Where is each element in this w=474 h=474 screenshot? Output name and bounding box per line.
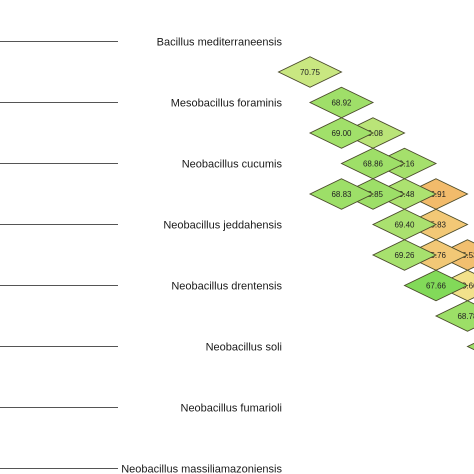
cell-value-label: 68.78 xyxy=(457,312,474,321)
species-label: Neobacillus fumarioli xyxy=(181,403,283,415)
cell-value-label: 68.83 xyxy=(331,190,352,199)
cell-value-label: 68.92 xyxy=(331,99,352,108)
matrix-cell: 68.92 xyxy=(308,86,375,119)
species-label: Neobacillus cucumis xyxy=(182,159,283,171)
matrix-cell-fill xyxy=(466,342,474,351)
matrix-cell: 69.00 xyxy=(308,117,375,149)
cell-value-label: 69.40 xyxy=(394,221,415,230)
species-label: Neobacillus massiliamazoniensis xyxy=(121,464,282,474)
species-label: Neobacillus jeddahensis xyxy=(163,220,282,232)
cell-value-label: 76.91 xyxy=(426,190,447,199)
matrix-cell: 68.83 xyxy=(308,178,375,210)
matrix-cell-fill xyxy=(434,300,474,332)
cell-value-label: 70.75 xyxy=(300,68,321,77)
cell-value-label: 69.48 xyxy=(394,190,415,199)
species-labels: Bacillus mediterraneensis Mesobacillus fo… xyxy=(121,37,282,474)
species-label: Neobacillus soli xyxy=(206,342,282,354)
cell-value-label: 68.86 xyxy=(363,160,384,169)
matrix-cell: 68.85 xyxy=(466,342,474,351)
cell-value-label: 69.00 xyxy=(331,129,352,138)
matrix-cell: 69.26 xyxy=(371,239,438,271)
cell-value-label: 70.08 xyxy=(363,129,384,138)
matrix-cell: 67.66 xyxy=(403,269,469,302)
cell-value-label: 67.66 xyxy=(426,282,447,291)
cell-value-label: 68.85 xyxy=(363,190,384,199)
matrix-cell-fill xyxy=(308,178,375,210)
cell-value-label: 69.26 xyxy=(394,251,415,260)
species-label: Neobacillus drentensis xyxy=(171,281,282,293)
matrix-cell-fill xyxy=(403,269,469,302)
matrix-cell-fill xyxy=(277,56,343,88)
species-label: Mesobacillus foraminis xyxy=(171,98,283,110)
matrix-cell: 68.78 xyxy=(434,300,474,332)
dendrogram-branches xyxy=(0,41,118,469)
cell-value-label: 69.16 xyxy=(394,160,415,169)
matrix-cell: 70.75 xyxy=(277,56,343,88)
similarity-matrix: 70.75 68.92 70.08 69.00 69.16 68.86 76.91 69.48… xyxy=(277,56,474,351)
cell-value-label: 75.83 xyxy=(426,221,447,230)
matrix-cell-fill xyxy=(371,239,438,271)
cell-value-label: 75.76 xyxy=(426,251,447,260)
species-label: Bacillus mediterraneensis xyxy=(157,37,283,49)
matrix-cell-fill xyxy=(308,117,375,149)
